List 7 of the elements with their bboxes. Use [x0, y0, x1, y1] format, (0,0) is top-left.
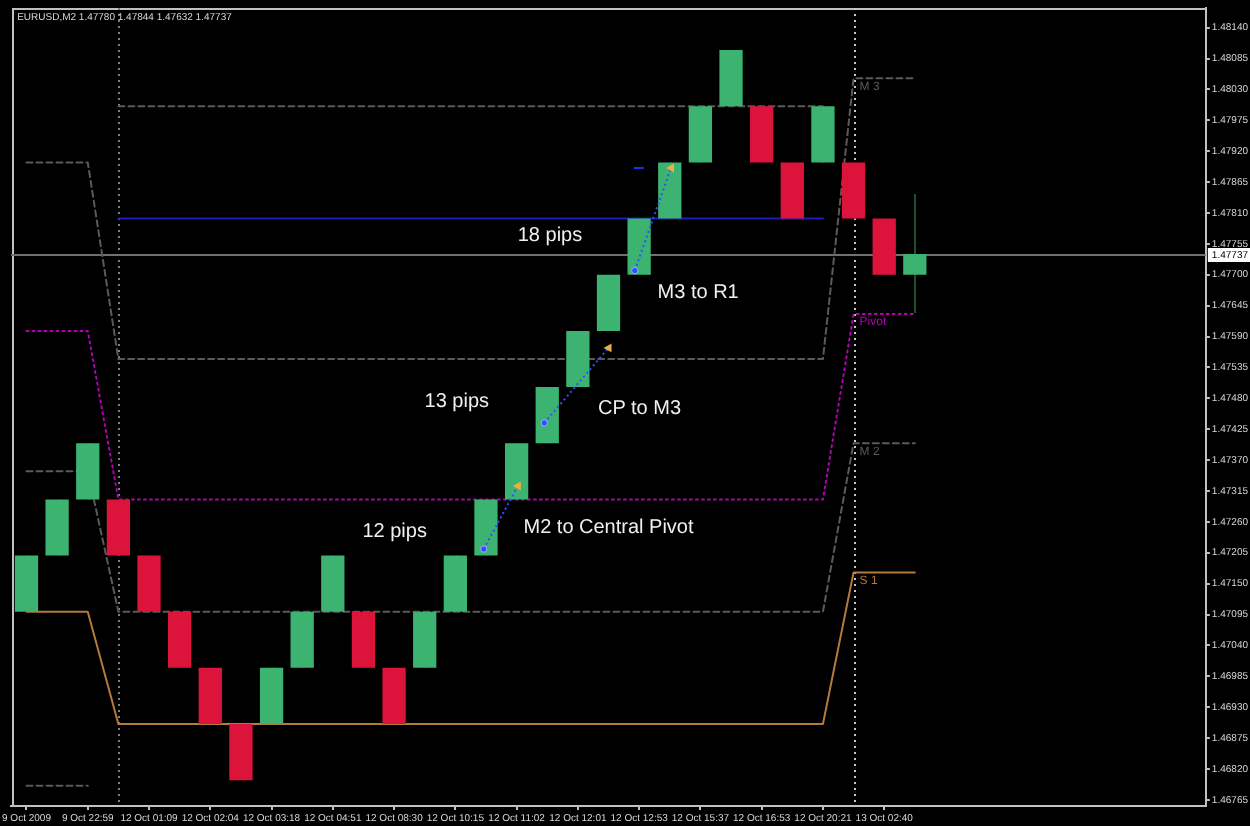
annotation: 18 pips: [517, 224, 583, 247]
annotation: M3 to R1: [657, 281, 740, 304]
annotation: 12 pips: [362, 520, 427, 543]
annotation: M2 to Central Pivot: [523, 517, 694, 539]
annotation: 13 pips: [424, 390, 490, 413]
candlestick: [903, 192, 927, 314]
annotation: CP to M3: [598, 398, 682, 421]
